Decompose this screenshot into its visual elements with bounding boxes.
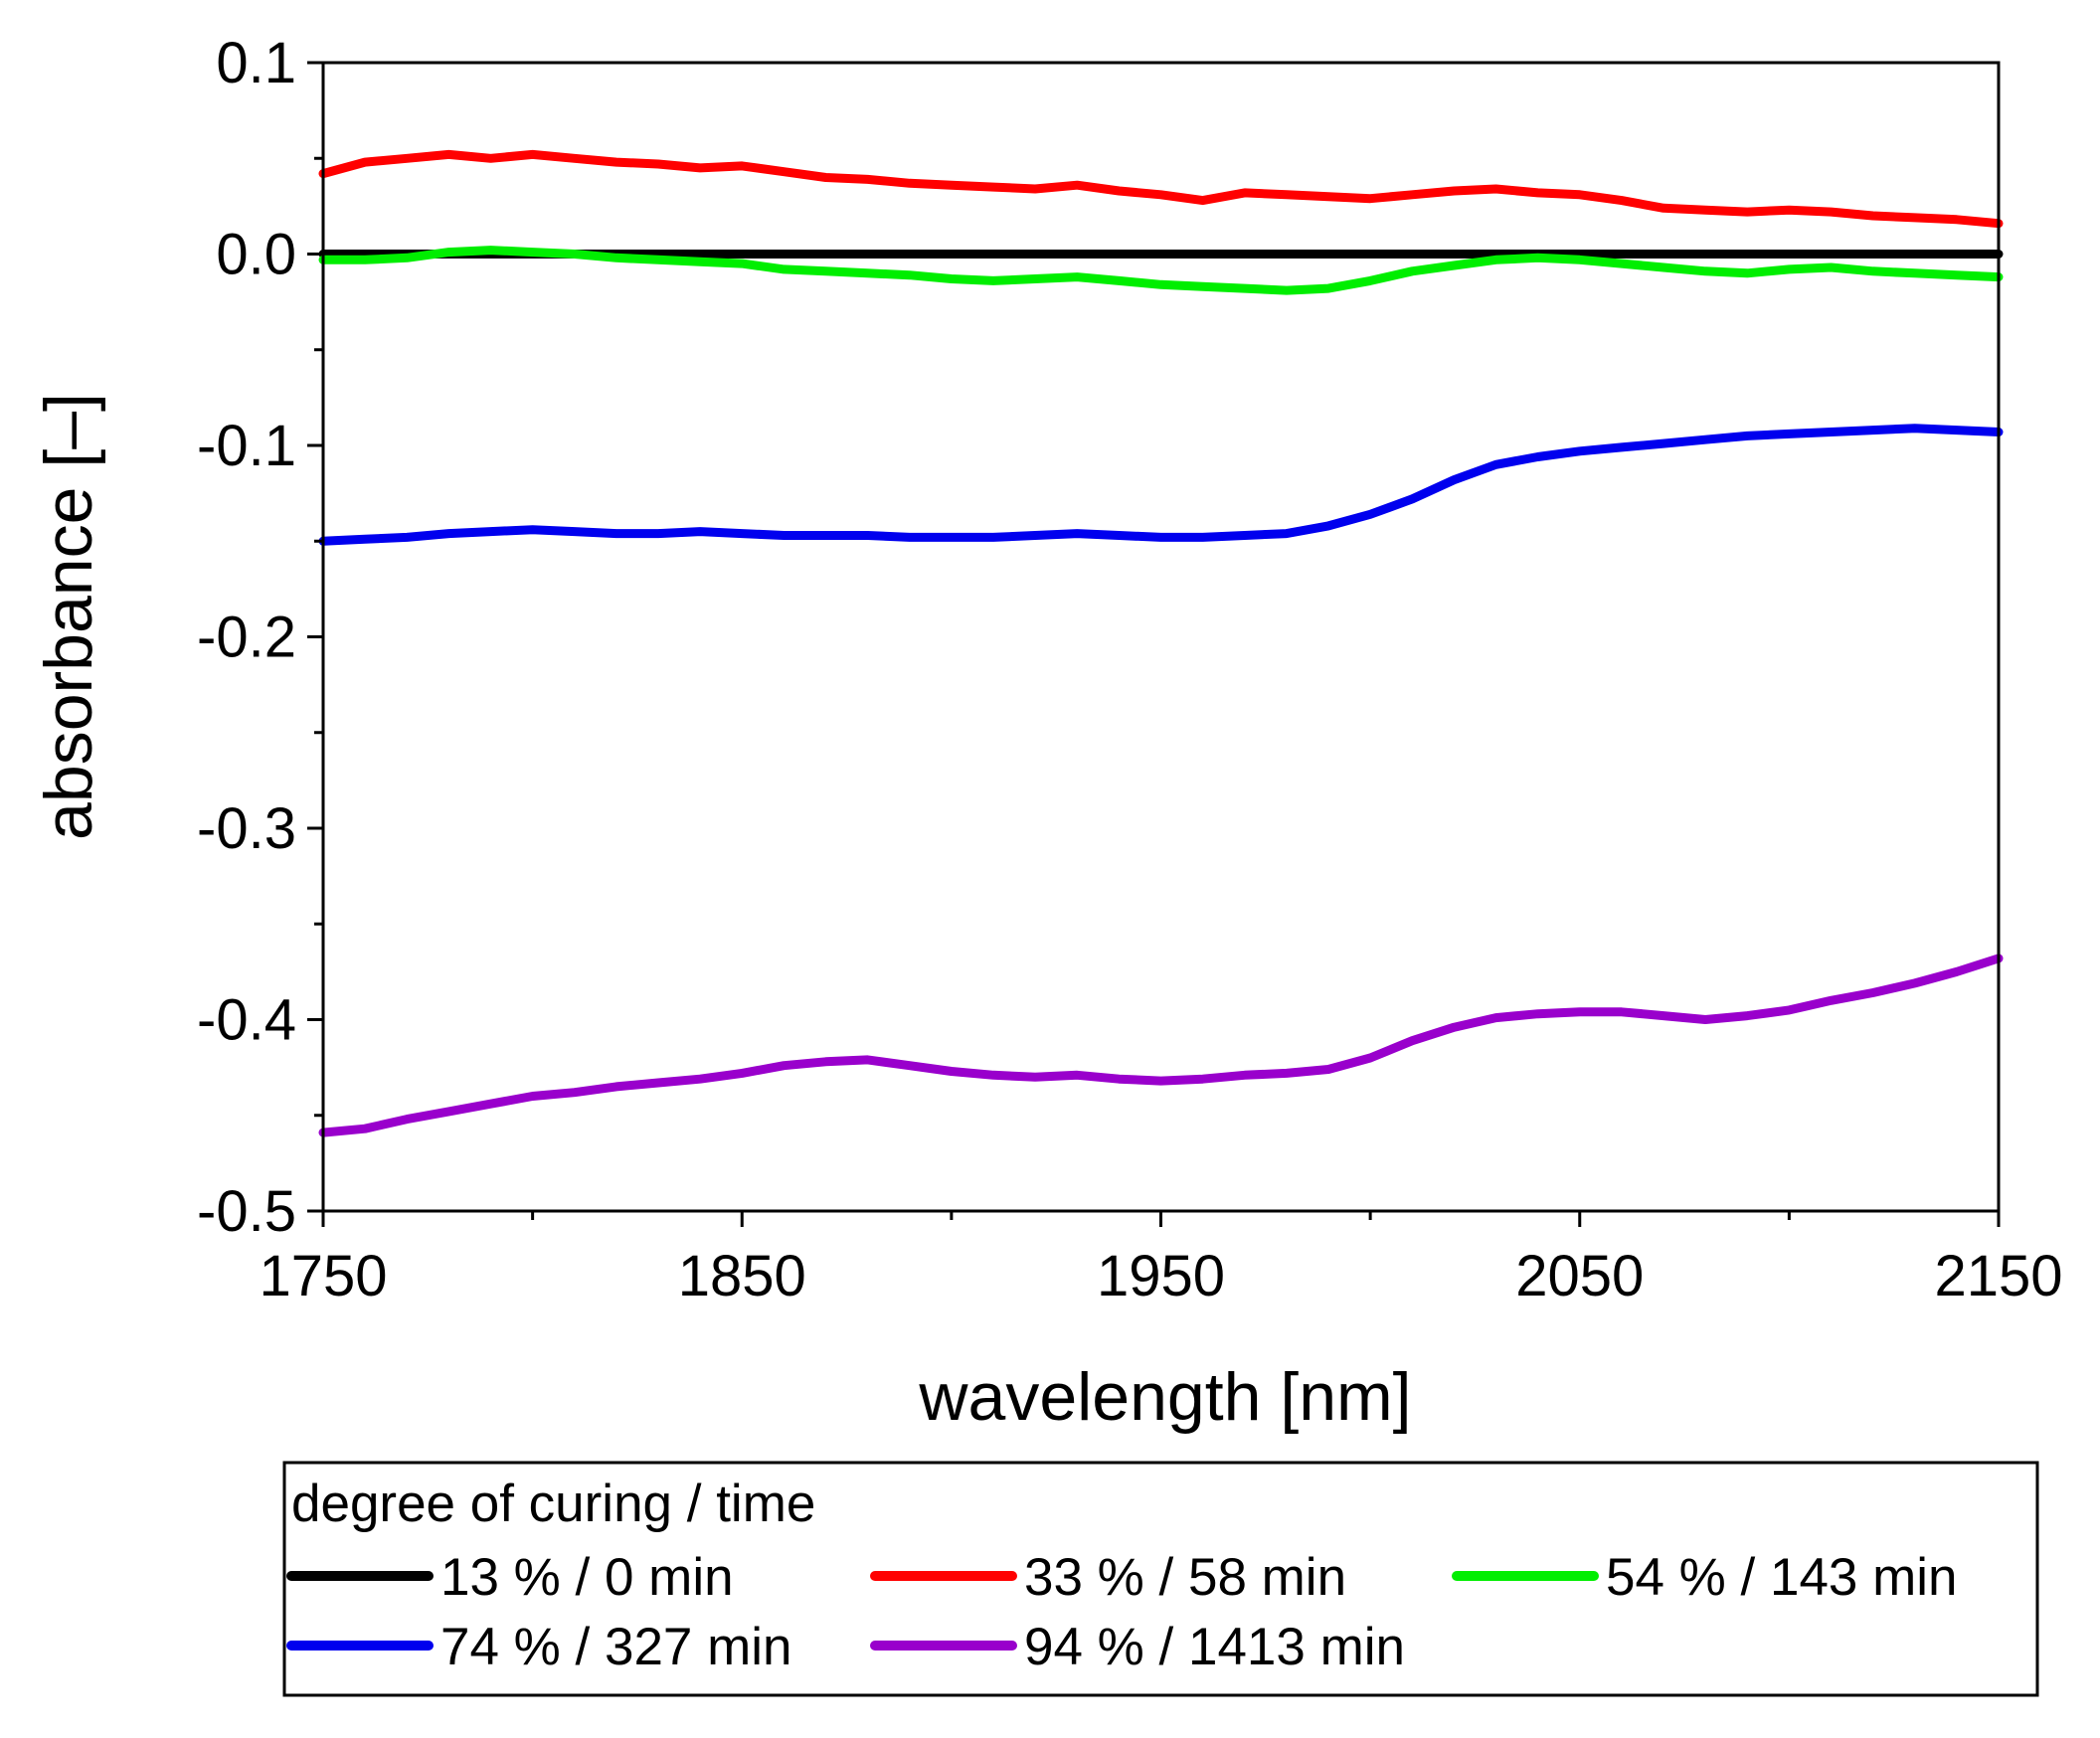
series-line-4 — [318, 424, 2004, 546]
legend-label-2: 33 % / 58 min — [1024, 1548, 1346, 1607]
x-tick-label: 1850 — [678, 1244, 806, 1308]
legend-label-1: 13 % / 0 min — [440, 1548, 734, 1607]
legend-label-4: 74 % / 327 min — [440, 1618, 792, 1676]
x-tick-label: 2050 — [1515, 1244, 1644, 1308]
series-line-5 — [318, 954, 2004, 1137]
y-tick-label: -0.5 — [197, 1179, 296, 1244]
y-tick-label: -0.4 — [197, 988, 296, 1053]
legend-label-5: 94 % / 1413 min — [1024, 1618, 1405, 1676]
legend-title: degree of curing / time — [291, 1475, 815, 1533]
series-line-3 — [318, 246, 2004, 295]
series-line-2 — [318, 149, 2004, 229]
y-tick-label: -0.2 — [197, 606, 296, 670]
plot-frame — [321, 61, 2001, 1213]
legend-label-3: 54 % / 143 min — [1606, 1548, 1958, 1607]
legend-frame — [282, 1461, 2039, 1697]
y-tick-label: 0.0 — [216, 223, 296, 287]
legend: degree of curing / time 13 % / 0 min 33 %… — [282, 1461, 2039, 1697]
y-tick-label: -0.3 — [197, 796, 296, 861]
x-axis-title: wavelength [nm] — [918, 1359, 1411, 1435]
y-tick-label: 0.1 — [216, 31, 296, 95]
x-tick-label: 1950 — [1097, 1244, 1225, 1308]
y-tick-label: -0.1 — [197, 414, 296, 478]
y-axis-title: absorbance [–] — [31, 393, 106, 840]
axes-layer: 1750 1850 1950 2050 2150 0.1 0.0 -0.1 -0.2 -0.3 -0… — [197, 31, 2062, 1308]
x-tick-label: 2150 — [1934, 1244, 2062, 1308]
legend-items: 13 % / 0 min 33 % / 58 min 54 % / 143 min 7… — [286, 1548, 1958, 1676]
series-layer — [318, 149, 2004, 1137]
x-tick-label: 1750 — [259, 1244, 387, 1308]
